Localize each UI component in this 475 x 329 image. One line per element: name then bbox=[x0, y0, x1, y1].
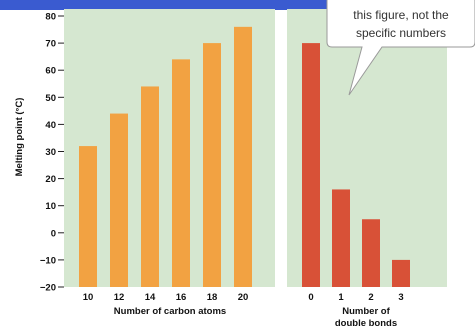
y-tick-label: 20 bbox=[45, 174, 56, 185]
left-x-axis-label: Number of carbon atoms bbox=[114, 306, 226, 317]
carbon-atoms-bar-14 bbox=[141, 86, 159, 288]
carbon-atoms-bar-10 bbox=[79, 146, 97, 287]
double-bonds-x-tick-label: 2 bbox=[368, 292, 373, 303]
y-axis-ticks: 80 70 60 50 40 30 20 10 0 −10 −20 bbox=[40, 12, 64, 294]
top-banner bbox=[0, 0, 475, 10]
y-tick-label: 60 bbox=[45, 66, 56, 77]
carbon-atoms-x-tick-label: 20 bbox=[238, 292, 249, 303]
y-tick-label: 50 bbox=[45, 93, 56, 104]
carbon-atoms-bar-12 bbox=[110, 113, 128, 287]
carbon-atoms-x-tick-label: 18 bbox=[207, 292, 218, 303]
y-tick-label: −20 bbox=[40, 283, 56, 294]
double-bonds-x-tick-label: 3 bbox=[398, 292, 403, 303]
double-bonds-bars bbox=[302, 43, 410, 287]
double-bonds-bar-2 bbox=[362, 219, 380, 287]
callout-bubble bbox=[326, 0, 475, 96]
double-bonds-bar-3 bbox=[392, 259, 410, 287]
callout-line-2: specific numbers bbox=[356, 26, 446, 40]
carbon-atoms-bar-18 bbox=[203, 43, 221, 287]
right-x-axis-label-line2: double bonds bbox=[335, 318, 397, 329]
y-tick-label: 70 bbox=[45, 39, 56, 50]
double-bonds-x-ticks: 0 1 2 3 bbox=[308, 292, 403, 303]
double-bonds-x-tick-label: 1 bbox=[338, 292, 344, 303]
right-x-axis-label-line1: Number of bbox=[342, 306, 390, 317]
y-tick-label: 0 bbox=[51, 228, 56, 239]
double-bonds-bar-1 bbox=[332, 189, 350, 287]
y-axis-label: Melting point (°C) bbox=[14, 98, 25, 177]
carbon-atoms-x-tick-label: 12 bbox=[114, 292, 125, 303]
carbon-atoms-bars bbox=[79, 26, 252, 288]
y-tick-label: 40 bbox=[45, 120, 56, 131]
carbon-atoms-x-tick-label: 16 bbox=[176, 292, 187, 303]
carbon-atoms-bar-20 bbox=[234, 26, 252, 288]
double-bonds-x-tick-label: 0 bbox=[308, 292, 313, 303]
y-tick-label: −10 bbox=[40, 255, 56, 266]
carbon-atoms-x-tick-label: 10 bbox=[83, 292, 94, 303]
carbon-atoms-bar-16 bbox=[172, 59, 190, 287]
y-tick-label: 10 bbox=[45, 201, 56, 212]
y-tick-label: 80 bbox=[45, 12, 56, 23]
double-bonds-bar-0 bbox=[302, 43, 320, 287]
carbon-atoms-x-ticks: 10 12 14 16 18 20 bbox=[83, 292, 249, 303]
carbon-atoms-x-tick-label: 14 bbox=[145, 292, 156, 303]
callout-line-1: this figure, not the bbox=[353, 8, 449, 22]
y-tick-label: 30 bbox=[45, 147, 56, 158]
speech-callout: this figure, not the specific numbers bbox=[326, 0, 475, 96]
